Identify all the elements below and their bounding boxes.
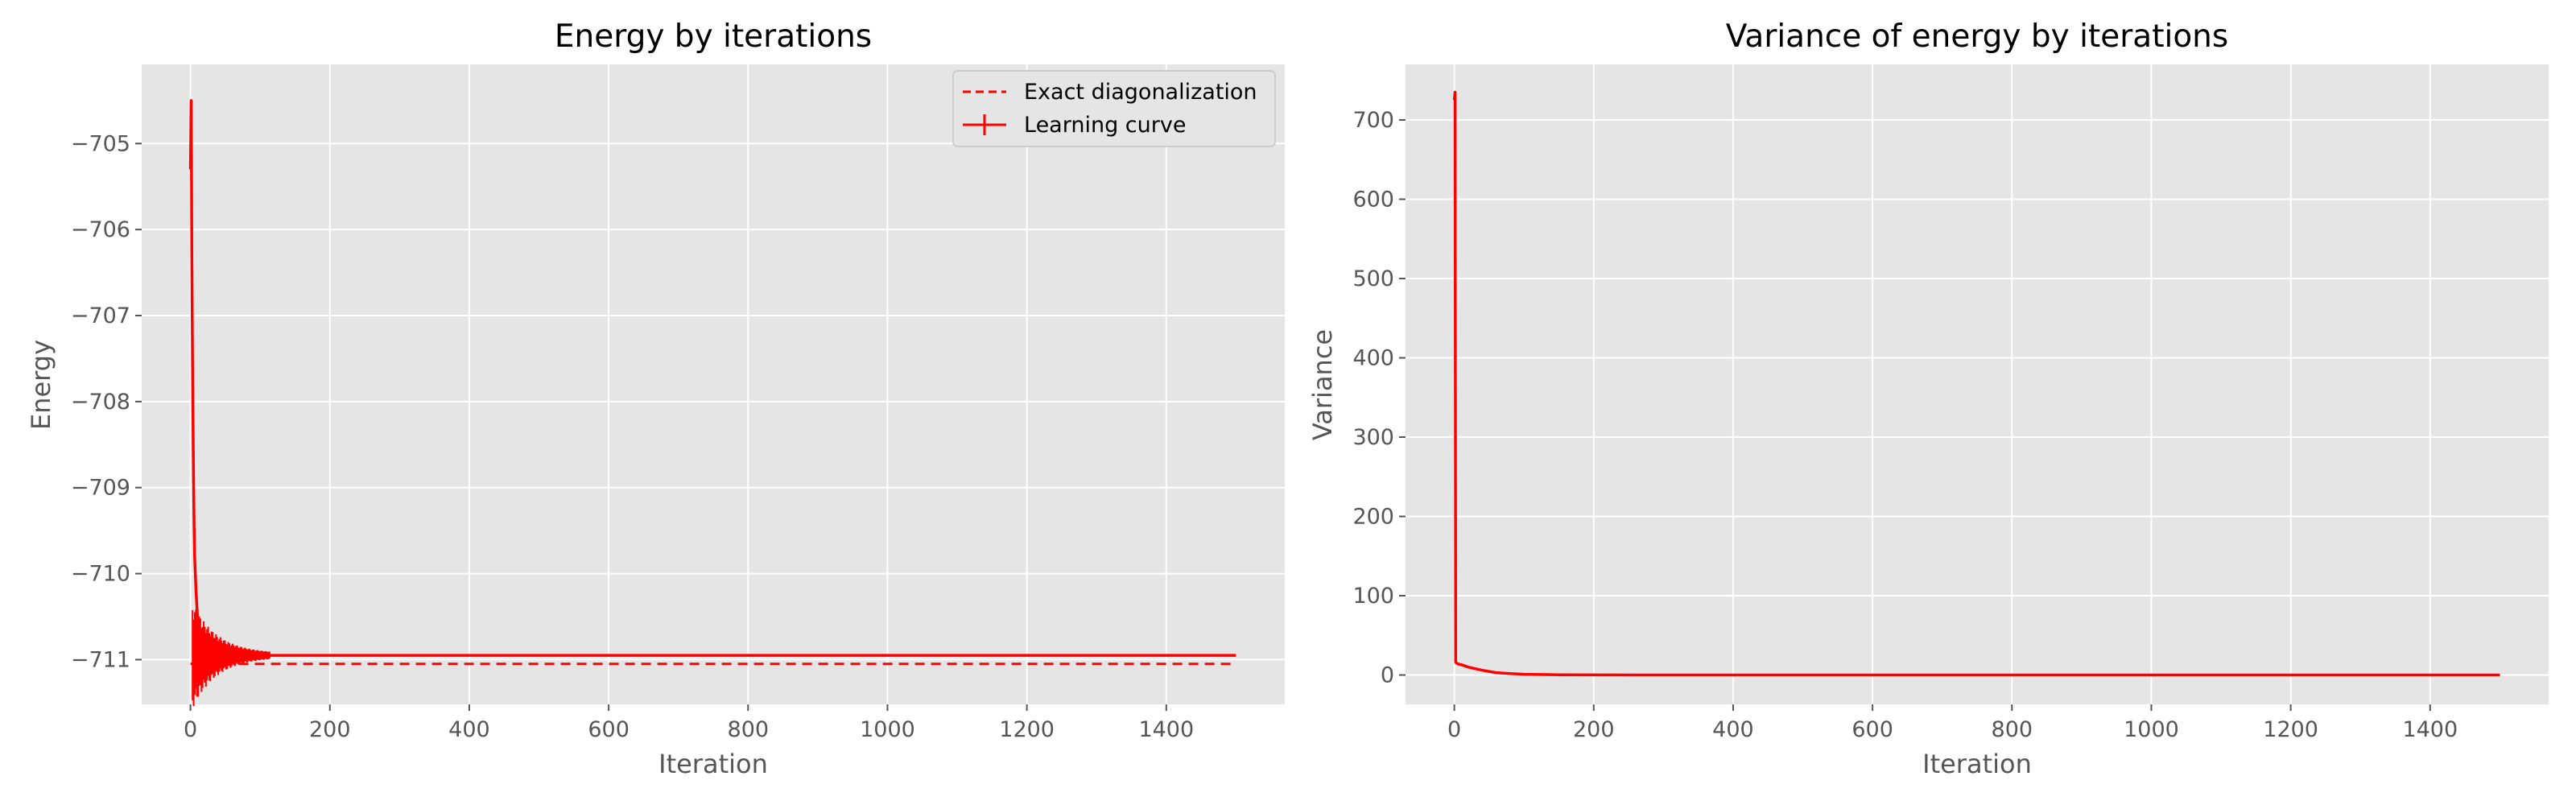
variance-ticks: 0 200 400 600 800 1000 1200 1400 0 100 200 300 400 50… [1352, 108, 2458, 742]
x-tick-label: 800 [728, 717, 770, 742]
series-line-variance [1452, 90, 2500, 677]
x-tick-label: 0 [184, 717, 197, 742]
x-tick-label: 1000 [860, 717, 915, 742]
x-tick-label: 200 [1573, 717, 1615, 742]
y-tick-label: −705 [71, 131, 130, 156]
x-tick-label: 600 [588, 717, 630, 742]
y-tick-label: −707 [71, 303, 130, 328]
energy-grid [142, 64, 1285, 704]
x-tick-label: 400 [448, 717, 490, 742]
energy-ticks: 0 200 400 600 800 1000 1200 1400 −711 −710 −709 −70… [71, 131, 1194, 742]
energy-series [188, 99, 1236, 707]
energy-legend: Exact diagonalization Learning curve [952, 70, 1276, 147]
legend-box [952, 70, 1276, 147]
x-tick-label: 1400 [2402, 717, 2458, 742]
x-tick-label: 1000 [2124, 717, 2179, 742]
legend-learning-curve-label: Learning curve [1024, 113, 1186, 138]
legend-exact-diagonalization-label: Exact diagonalization [1024, 80, 1257, 105]
energy-chart: 0 200 400 600 800 1000 1200 1400 −711 −710 −709 −70… [26, 19, 1285, 779]
x-tick-label: 0 [1447, 717, 1461, 742]
variance-grid [1406, 64, 2549, 704]
variance-plot-area [1406, 64, 2549, 704]
y-tick-label: 600 [1352, 187, 1394, 212]
y-tick-label: −709 [71, 476, 130, 501]
y-tick-label: −710 [71, 562, 130, 587]
energy-plot-area [142, 64, 1285, 704]
y-tick-label: 700 [1352, 108, 1394, 133]
variance-x-axis-label: Iteration [1922, 749, 2032, 779]
energy-chart-title: Energy by iterations [555, 19, 872, 55]
variance-chart: 0 200 400 600 800 1000 1200 1400 0 100 200 300 400 50… [1307, 19, 2549, 779]
y-tick-label: 0 [1381, 663, 1394, 688]
y-tick-label: −706 [71, 217, 130, 242]
x-tick-label: 200 [309, 717, 351, 742]
y-tick-label: −711 [71, 647, 130, 672]
x-tick-label: 600 [1852, 717, 1893, 742]
x-tick-label: 400 [1712, 717, 1754, 742]
energy-x-axis-label: Iteration [658, 749, 768, 779]
y-tick-label: 200 [1352, 505, 1394, 530]
energy-y-axis-label: Energy [26, 340, 56, 430]
variance-series [1452, 90, 2500, 677]
y-tick-label: −708 [71, 390, 130, 415]
variance-y-axis-label: Variance [1307, 329, 1338, 440]
x-tick-label: 800 [1992, 717, 2033, 742]
y-tick-label: 500 [1352, 266, 1394, 291]
x-tick-label: 1200 [999, 717, 1055, 742]
variance-chart-title: Variance of energy by iterations [1726, 19, 2228, 55]
y-tick-label: 300 [1352, 425, 1394, 450]
x-tick-label: 1400 [1138, 717, 1194, 742]
x-tick-label: 1200 [2263, 717, 2318, 742]
y-tick-label: 400 [1352, 345, 1394, 370]
y-tick-label: 100 [1352, 584, 1394, 609]
